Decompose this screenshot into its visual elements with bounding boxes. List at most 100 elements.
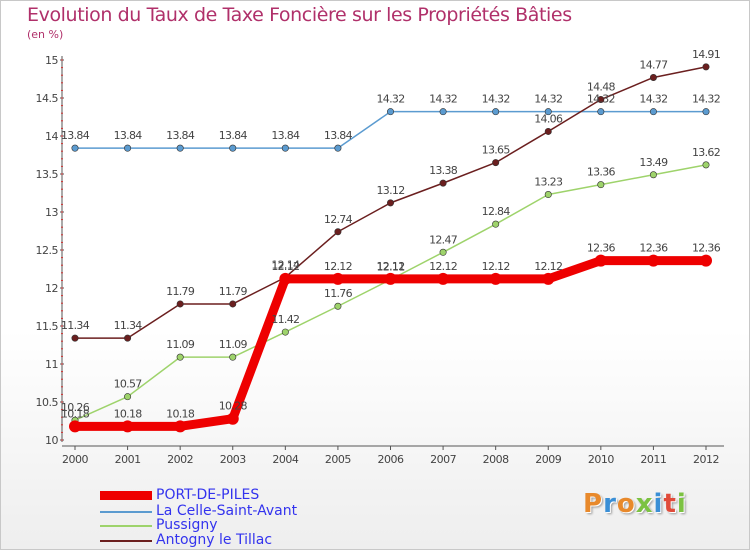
data-label-port-de-piles: 12.12 [271, 260, 299, 273]
data-label-pussigny: 10.57 [114, 378, 143, 391]
legend-label-la-celle-saint-avant: La Celle-Saint-Avant [156, 503, 298, 519]
data-label-pussigny: 12.84 [482, 205, 511, 218]
y-tick-label-10: 10 [45, 434, 58, 447]
x-tick-label-2001: 2001 [115, 453, 141, 466]
data-label-port-de-piles: 10.18 [114, 407, 143, 420]
data-label-pussigny: 11.42 [271, 313, 299, 326]
data-point-port-de-piles [69, 420, 81, 433]
y-tick-label-10.5: 10.5 [36, 396, 59, 409]
data-point-antogny-le-tillac [492, 159, 500, 167]
data-label-la-celle-saint-avant: 13.84 [271, 129, 300, 142]
data-point-port-de-piles [594, 254, 607, 267]
data-point-la-celle-saint-avant [124, 144, 132, 152]
x-tick-label-2012: 2012 [693, 453, 719, 466]
data-label-antogny-le-tillac: 13.12 [377, 184, 405, 197]
proxiti-logo: Proxiti [583, 489, 687, 519]
data-point-la-celle-saint-avant [649, 108, 657, 116]
legend-swatch-la-celle-saint-avant [100, 511, 152, 513]
data-label-port-de-piles: 12.12 [377, 260, 405, 273]
data-point-la-celle-saint-avant [71, 144, 79, 152]
y-tick-label-12.5: 12.5 [36, 244, 59, 257]
data-point-port-de-piles [384, 272, 397, 285]
data-label-pussigny: 12.11 [377, 261, 405, 274]
data-label-antogny-le-tillac: 11.79 [219, 285, 248, 298]
data-label-pussigny: 13.23 [534, 176, 563, 189]
data-point-antogny-le-tillac [71, 334, 79, 342]
data-labels: 13.84 13.84 13.84 13.84 13.84 13.84 14.32 14.32… [61, 48, 721, 420]
data-point-antogny-le-tillac [229, 300, 237, 308]
data-label-antogny-le-tillac: 11.79 [166, 285, 195, 298]
data-label-antogny-le-tillac: 14.06 [534, 112, 563, 125]
x-tick-label-2004: 2004 [272, 453, 298, 466]
data-point-la-celle-saint-avant [229, 144, 237, 152]
legend-label-pussigny: Pussigny [156, 517, 218, 533]
data-label-antogny-le-tillac: 13.38 [429, 164, 458, 177]
data-label-antogny-le-tillac: 14.91 [692, 48, 720, 61]
data-point-la-celle-saint-avant [281, 144, 289, 152]
data-label-port-de-piles: 12.36 [692, 242, 721, 255]
y-tick-label-14: 14 [45, 130, 58, 143]
y-tick-label-11.5: 11.5 [36, 320, 59, 333]
x-tick-label-2011: 2011 [640, 453, 666, 466]
data-label-antogny-le-tillac: 14.48 [587, 81, 616, 94]
data-point-antogny-le-tillac [386, 199, 394, 207]
data-label-antogny-le-tillac: 13.65 [482, 144, 511, 157]
y-tick-label-12: 12 [45, 282, 58, 295]
data-label-la-celle-saint-avant: 13.84 [324, 129, 353, 142]
y-tick-label-13.5: 13.5 [36, 168, 59, 181]
data-point-antogny-le-tillac [702, 63, 710, 71]
data-point-port-de-piles [174, 420, 187, 433]
data-label-la-celle-saint-avant: 13.84 [219, 129, 248, 142]
data-label-pussigny: 12.47 [429, 233, 458, 246]
data-point-la-celle-saint-avant [439, 108, 447, 116]
data-label-antogny-le-tillac: 11.34 [114, 319, 143, 332]
data-label-la-celle-saint-avant: 13.84 [114, 129, 143, 142]
data-point-la-celle-saint-avant [702, 108, 710, 116]
legend-swatch-pussigny [100, 525, 152, 527]
data-label-antogny-le-tillac: 12.14 [271, 258, 300, 271]
data-point-pussigny [176, 353, 184, 361]
data-point-antogny-le-tillac [334, 228, 342, 236]
data-label-antogny-le-tillac: 14.77 [639, 58, 668, 71]
data-point-antogny-le-tillac [176, 300, 184, 308]
x-tick-label-2003: 2003 [220, 453, 246, 466]
data-point-la-celle-saint-avant [334, 144, 342, 152]
x-tick-label-2000: 2000 [62, 453, 88, 466]
data-label-la-celle-saint-avant: 14.32 [534, 93, 562, 106]
data-label-pussigny: 13.49 [639, 156, 668, 169]
data-point-la-celle-saint-avant [597, 108, 605, 116]
data-point-port-de-piles [647, 254, 660, 267]
data-point-antogny-le-tillac [439, 179, 447, 187]
data-point-port-de-piles [279, 272, 292, 285]
data-point-pussigny [281, 328, 289, 336]
data-label-antogny-le-tillac: 11.34 [61, 319, 90, 332]
data-label-port-de-piles: 12.12 [324, 260, 352, 273]
data-label-la-celle-saint-avant: 13.84 [61, 129, 90, 142]
data-point-la-celle-saint-avant [492, 108, 500, 116]
data-label-la-celle-saint-avant: 13.84 [166, 129, 195, 142]
data-label-la-celle-saint-avant: 14.32 [429, 93, 457, 106]
data-label-pussigny: 13.62 [692, 146, 720, 159]
data-point-port-de-piles [331, 272, 344, 285]
x-tick-label-2005: 2005 [325, 453, 351, 466]
y-tick-label-11: 11 [45, 358, 58, 371]
data-label-port-de-piles: 10.18 [166, 407, 195, 420]
data-label-pussigny: 13.36 [587, 166, 616, 179]
data-label-la-celle-saint-avant: 14.32 [639, 93, 667, 106]
y-tick-label-15: 15 [45, 54, 58, 67]
data-point-port-de-piles [489, 272, 502, 285]
legend-swatch-antogny-le-tillac [100, 540, 152, 542]
data-point-pussigny [702, 161, 710, 169]
data-point-port-de-piles [542, 272, 555, 285]
data-label-pussigny: 11.09 [166, 338, 195, 351]
x-tick-label-2010: 2010 [588, 453, 614, 466]
data-point-pussigny [439, 248, 447, 256]
data-point-pussigny [229, 353, 237, 361]
legend-label-port-de-piles: PORT-DE-PILES [156, 487, 260, 503]
legend-label-antogny-le-tillac: Antogny le Tillac [156, 532, 273, 548]
data-point-pussigny [124, 393, 132, 401]
data-label-port-de-piles: 12.12 [534, 260, 562, 273]
x-tick-label-2009: 2009 [535, 453, 561, 466]
data-label-la-celle-saint-avant: 14.32 [482, 93, 510, 106]
data-label-port-de-piles: 10.18 [61, 407, 90, 420]
